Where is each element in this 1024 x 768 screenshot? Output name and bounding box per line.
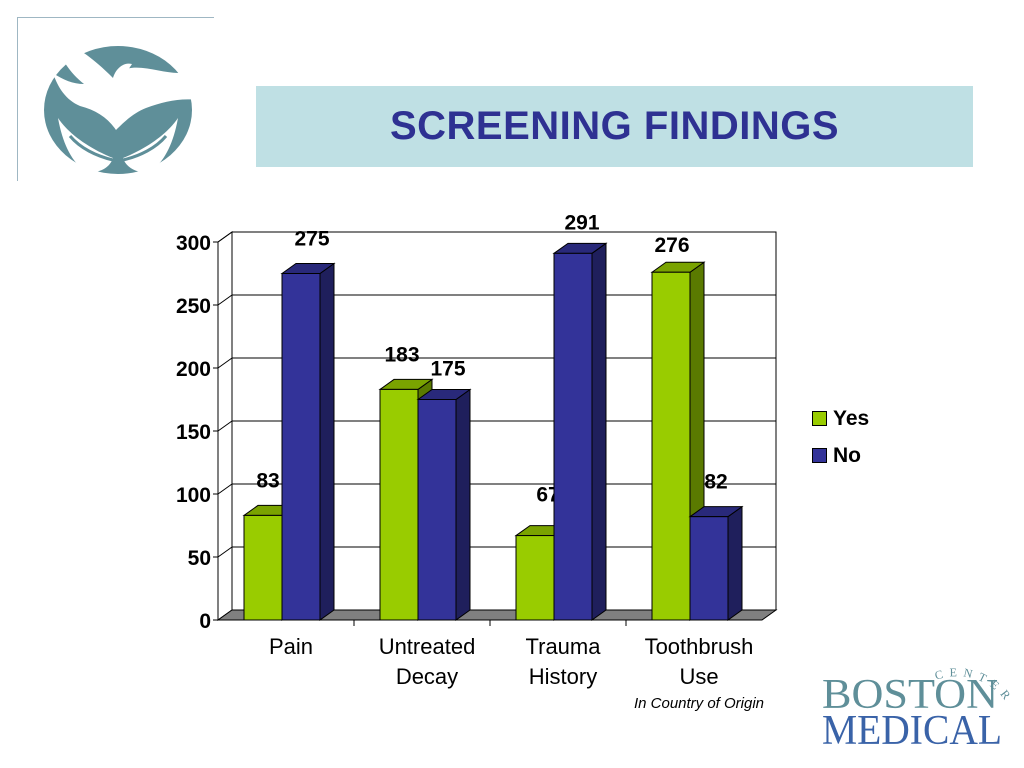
x-tick-label: Toothbrush bbox=[645, 634, 754, 659]
gridline-side bbox=[217, 231, 233, 243]
y-tick-label: 250 bbox=[176, 295, 211, 318]
y-tick-label: 50 bbox=[188, 547, 211, 570]
data-label-no: 175 bbox=[430, 358, 465, 381]
x-tick-label: History bbox=[529, 664, 597, 689]
title-banner: SCREENING FINDINGS bbox=[256, 86, 973, 167]
x-tick-label: Trauma bbox=[526, 634, 602, 659]
bar-yes bbox=[379, 388, 419, 621]
boston-medical-logo: CENTER BOSTON MEDICAL bbox=[818, 640, 1018, 755]
data-label-yes: 83 bbox=[256, 469, 279, 492]
gridline-side bbox=[217, 420, 233, 432]
bar-no bbox=[281, 273, 321, 621]
org-logo bbox=[17, 17, 214, 181]
data-label-yes: 183 bbox=[384, 343, 419, 366]
legend-label-yes: Yes bbox=[833, 406, 870, 430]
bar-no-side bbox=[727, 505, 743, 621]
legend-swatch-yes bbox=[812, 411, 827, 426]
bar-yes bbox=[243, 514, 283, 621]
y-tick-label: 150 bbox=[176, 421, 211, 444]
data-label-no: 275 bbox=[294, 228, 329, 251]
gridline-side bbox=[217, 546, 233, 558]
legend-item-yes: Yes bbox=[812, 400, 869, 437]
x-tick-label: Pain bbox=[269, 634, 313, 659]
x-tick-label: Untreated bbox=[379, 634, 476, 659]
bar-no-side bbox=[591, 242, 607, 621]
gridline-side bbox=[217, 357, 233, 369]
y-tick-label: 100 bbox=[176, 484, 211, 507]
bar-no bbox=[689, 516, 729, 621]
bar-yes bbox=[651, 271, 691, 621]
legend-item-no: No bbox=[812, 437, 869, 474]
legend-label-no: No bbox=[833, 443, 861, 467]
y-tick-label: 0 bbox=[199, 610, 211, 633]
bmc-line1: BOSTON bbox=[822, 672, 998, 718]
bmc-line2: MEDICAL bbox=[822, 708, 1002, 754]
bar-no bbox=[553, 252, 593, 621]
category-note: In Country of Origin bbox=[634, 695, 764, 712]
data-label-no: 82 bbox=[704, 471, 727, 494]
y-tick-label: 300 bbox=[176, 232, 211, 255]
x-tick-label: Use bbox=[679, 664, 718, 689]
data-label-yes: 276 bbox=[654, 234, 689, 257]
dove-hands-icon bbox=[44, 38, 214, 174]
gridline-side bbox=[217, 483, 233, 495]
bar-no-side bbox=[455, 388, 471, 621]
y-tick-label: 200 bbox=[176, 358, 211, 381]
x-tick-label: Decay bbox=[396, 664, 458, 689]
bar-no-side bbox=[319, 262, 335, 621]
bar-yes bbox=[515, 535, 555, 621]
page-title: SCREENING FINDINGS bbox=[389, 104, 840, 148]
chart-legend: Yes No bbox=[812, 400, 869, 474]
gridline-side bbox=[217, 294, 233, 306]
data-label-no: 291 bbox=[564, 211, 599, 234]
legend-swatch-no bbox=[812, 448, 827, 463]
bmc-logo-icon: CENTER BOSTON MEDICAL bbox=[822, 665, 1011, 754]
bar-no bbox=[417, 399, 457, 621]
